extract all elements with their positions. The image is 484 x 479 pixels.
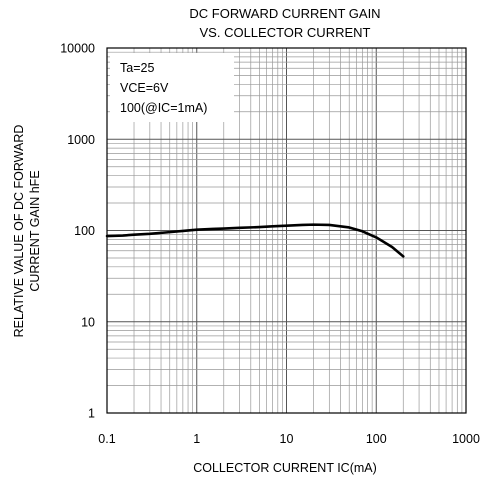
annotation-background <box>110 53 234 122</box>
y-tick-label: 1000 <box>67 133 95 147</box>
x-tick-label: 1 <box>193 432 200 446</box>
plot-border <box>106 47 467 414</box>
x-tick-label: 1000 <box>452 432 480 446</box>
y-tick-label: 1 <box>88 407 95 421</box>
annotation-vce: VCE=6V <box>120 81 169 95</box>
annotation-box: Ta=25 VCE=6V 100(@IC=1mA) <box>110 53 234 122</box>
y-tick-label: 100 <box>74 224 95 238</box>
annotation-ta: Ta=25 <box>120 61 154 75</box>
annotation-reference: 100(@IC=1mA) <box>120 101 207 115</box>
x-axis-label: COLLECTOR CURRENT IC(mA) <box>193 461 377 475</box>
series-group <box>105 223 405 258</box>
y-tick-label: 10000 <box>60 42 95 56</box>
chart-title-line-1: DC FORWARD CURRENT GAIN <box>189 6 380 21</box>
y-axis-label-line-1: RELATIVE VALUE OF DC FORWARD <box>12 125 26 338</box>
y-tick-label: 10 <box>81 315 95 329</box>
series-line-1 <box>105 223 405 258</box>
x-tick-label: 10 <box>280 432 294 446</box>
y-tick-labels: 1 10 100 1000 10000 <box>60 42 95 421</box>
x-tick-label: 0.1 <box>98 432 115 446</box>
y-axis-label-line-2: CURRENT GAIN hFE <box>28 170 42 291</box>
x-tick-labels: 0.1 1 10 100 1000 <box>98 432 480 446</box>
chart-title-line-2: VS. COLLECTOR CURRENT <box>200 25 371 40</box>
plot-area <box>106 47 467 414</box>
x-tick-label: 100 <box>366 432 387 446</box>
